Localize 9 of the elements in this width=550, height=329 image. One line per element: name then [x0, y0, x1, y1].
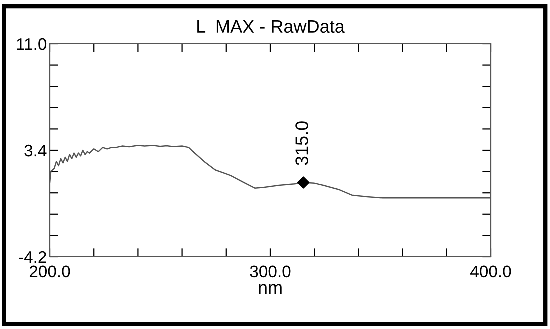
y-tick-label: 3.4 — [24, 144, 47, 157]
x-tick-label: 200.0 — [30, 266, 70, 278]
y-tick-label: 11.0 — [17, 38, 47, 50]
y-tick-label: -4.2 — [19, 251, 46, 264]
x-tick-label: 400.0 — [470, 266, 512, 278]
annotation: 315.0 — [296, 122, 308, 166]
x-axis-title: nm — [259, 284, 282, 294]
x-tick-label: 300.0 — [250, 266, 291, 278]
chart-title: L MAX - RawData — [198, 20, 345, 34]
